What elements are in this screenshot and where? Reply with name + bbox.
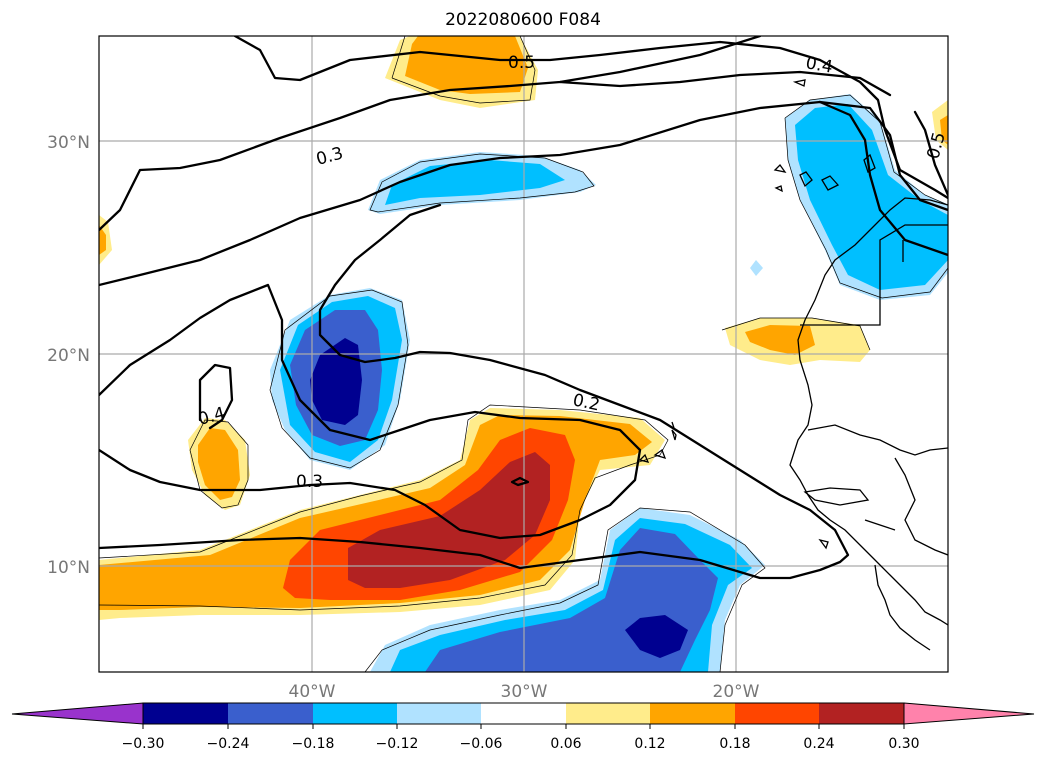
figure-title: 2022080600 F084 xyxy=(445,10,601,30)
lon-label: 30°W xyxy=(501,682,548,702)
colorbar-tick: 0.06 xyxy=(550,736,581,752)
colorbar-segment xyxy=(819,703,904,724)
colorbar-tick: −0.18 xyxy=(292,736,335,752)
colorbar: −0.30 −0.24 −0.18 −0.12 −0.06 0.06 0.12 … xyxy=(11,702,1035,752)
colorbar-tick: 0.18 xyxy=(719,736,750,752)
colorbar-extend-low xyxy=(11,702,144,725)
map-panel: 0.5 0.4 0.3 0.2 0.4 0.3 0.5 xyxy=(99,36,948,672)
graticule xyxy=(99,36,948,672)
colorbar-tick: 0.12 xyxy=(634,736,665,752)
colorbar-segment xyxy=(650,703,735,724)
colorbar-segment xyxy=(735,703,819,724)
thick-contours xyxy=(99,36,948,580)
colorbar-segment xyxy=(228,703,313,724)
lat-label: 20°N xyxy=(47,346,90,366)
colorbar-tick: −0.30 xyxy=(122,736,165,752)
colorbar-tick: 0.24 xyxy=(803,736,834,752)
colorbar-segment xyxy=(143,703,228,724)
colorbar-extend-high xyxy=(903,702,1035,725)
contour-label: 0.5 xyxy=(508,53,535,73)
lat-label: 30°N xyxy=(47,133,90,153)
colorbar-tick: −0.24 xyxy=(207,736,250,752)
colorbar-tick: 0.30 xyxy=(888,736,919,752)
colorbar-segment xyxy=(481,703,566,724)
map-frame xyxy=(98,35,949,673)
colorbar-segment xyxy=(566,703,650,724)
contour-label: 0.3 xyxy=(296,472,323,492)
colorbar-segment xyxy=(397,703,481,724)
lat-label: 10°N xyxy=(47,558,90,578)
colorbar-tick: −0.12 xyxy=(376,736,419,752)
colorbar-tick: −0.06 xyxy=(460,736,503,752)
lon-label: 40°W xyxy=(289,682,336,702)
colorbar-segment xyxy=(313,703,397,724)
contour-label: 0.4 xyxy=(804,53,834,77)
lon-label: 20°W xyxy=(713,682,760,702)
